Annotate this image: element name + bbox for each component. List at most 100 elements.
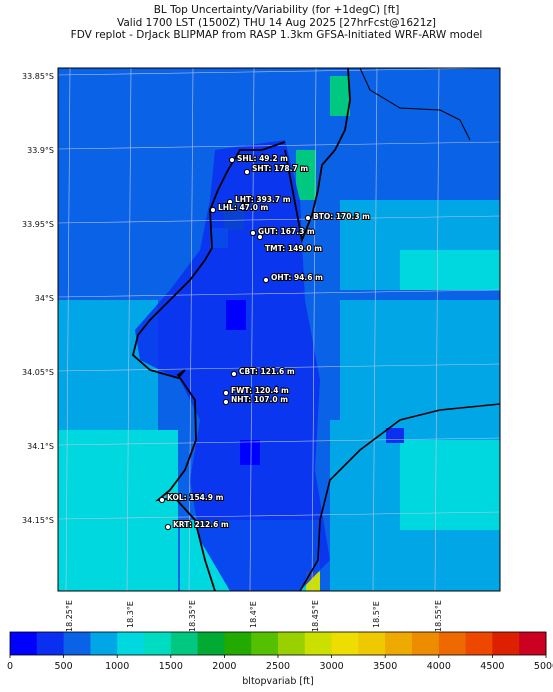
colorbar-swatch	[251, 632, 279, 655]
colorbar-swatch	[224, 632, 252, 655]
field-east-patch-1	[300, 120, 500, 180]
lon-tick-label: 18.35°E	[188, 600, 197, 632]
colorbar-swatch	[90, 632, 118, 655]
station-cbt[interactable]: CBT: 121.6 m	[230, 366, 296, 378]
colorbar-swatch	[358, 632, 386, 655]
station-kol[interactable]: KOL: 154.9 m	[158, 492, 225, 504]
station-marker	[226, 198, 234, 206]
station-tmt[interactable]: TMT: 149.0 m	[256, 233, 323, 254]
station-marker	[228, 156, 236, 164]
station-marker	[230, 370, 238, 378]
station-marker	[209, 206, 217, 214]
colorbar-swatch	[412, 632, 440, 655]
station-label: KRT: 212.6 m	[173, 520, 229, 529]
station-label: OHT: 94.6 m	[271, 273, 323, 282]
lon-tick-label: 18.25°E	[65, 600, 74, 632]
chart-title-block: BL Top Uncertainty/Variability (for +1de…	[0, 4, 553, 42]
colorbar-tick-label: 3000	[320, 661, 344, 672]
station-marker	[304, 214, 312, 222]
station-label: BTO: 170.3 m	[313, 212, 370, 221]
station-marker	[256, 233, 264, 241]
title-line-2: Valid 1700 LST (1500Z) THU 14 Aug 2025 […	[117, 16, 436, 29]
lat-ticks: 33.85°S 33.9°S 33.95°S 34°S 34.05°S 34.1…	[22, 72, 54, 525]
colorbar-tick-label: 500	[55, 661, 73, 672]
lat-tick-label: 33.95°S	[22, 220, 54, 229]
colorbar-swatch	[492, 632, 520, 655]
station-label: TMT: 149.0 m	[265, 244, 322, 253]
lon-tick-label: 18.45°E	[311, 600, 320, 632]
east-coastline	[359, 68, 471, 141]
station-oht[interactable]: OHT: 94.6 m	[262, 272, 324, 284]
station-lhl[interactable]: LHL: 47.0 m	[209, 202, 270, 214]
station-gut[interactable]: GUT: 167.3 m	[249, 226, 316, 237]
colorbar-swatch	[36, 632, 65, 655]
colorbar-tick-label: 4500	[480, 661, 504, 672]
colorbar-label: bltopvariab [ft]	[242, 676, 313, 687]
lat-tick-label: 34.15°S	[22, 516, 54, 525]
map-field	[58, 68, 500, 591]
station-sht[interactable]: SHT: 178.7 m	[243, 163, 309, 176]
station-fwt[interactable]: FWT: 120.4 m	[222, 385, 290, 397]
station-marker	[164, 523, 172, 531]
colorbar-tick-label: 2000	[212, 661, 236, 672]
lat-tick-label: 33.85°S	[22, 72, 54, 81]
station-label: LHT: 393.7 m	[235, 195, 291, 204]
station-label: LHL: 47.0 m	[218, 203, 269, 212]
station-marker	[243, 168, 251, 176]
colorbar-swatch	[278, 632, 306, 655]
station-nht[interactable]: NHT: 107.0 m	[222, 394, 289, 406]
station-label: FWT: 120.4 m	[231, 386, 289, 395]
colorbar-ticks: 0 500 1000 1500 2000 2500 3000 3500 4000 4500 5000…	[7, 655, 553, 672]
colorbar-swatch	[385, 632, 413, 655]
colorbar	[10, 632, 547, 655]
colorbar-swatch	[63, 632, 91, 655]
field-green-patch-2	[296, 150, 316, 200]
field-sw-ocean	[58, 430, 178, 591]
lon-tick-label: 18.4°E	[249, 601, 258, 628]
colorbar-swatch	[465, 632, 493, 655]
colorbar-swatch	[197, 632, 225, 655]
lon-tick-label: 18.3°E	[126, 601, 135, 628]
colorbar-tick-label: 2500	[266, 661, 290, 672]
stations: SHL: 49.2 m SHT: 178.7 m LHT: 393.7 m LH…	[158, 153, 371, 531]
boundary-line	[299, 403, 500, 591]
colorbar-swatch	[117, 632, 145, 655]
lat-tick-label: 34°S	[35, 294, 54, 303]
station-marker	[158, 496, 166, 504]
station-shl[interactable]: SHL: 49.2 m	[228, 153, 289, 164]
colorbar-tick-label: 5000	[534, 661, 553, 672]
colorbar-tick-label: 1000	[105, 661, 129, 672]
station-label: SHL: 49.2 m	[237, 154, 288, 163]
colorbar-swatch	[331, 632, 359, 655]
station-marker	[222, 398, 230, 406]
graticule	[58, 68, 500, 591]
colorbar-swatch	[519, 632, 547, 655]
colorbar-tick-label: 0	[7, 661, 13, 672]
station-lht[interactable]: LHT: 393.7 m	[226, 194, 292, 206]
station-marker	[262, 276, 270, 284]
map-frame	[57, 67, 501, 592]
field-deep-blue-1	[226, 300, 246, 330]
colorbar-swatch	[438, 632, 467, 655]
colorbar-tick-label: 1500	[159, 661, 183, 672]
station-label: CBT: 121.6 m	[239, 367, 295, 376]
colorbar-swatch	[144, 632, 172, 655]
lon-tick-label: 18.5°E	[372, 601, 381, 628]
station-krt[interactable]: KRT: 212.6 m	[164, 519, 230, 531]
field-peninsula-land	[135, 140, 330, 591]
station-marker	[222, 389, 230, 397]
colorbar-tick-label: 3500	[373, 661, 397, 672]
lon-tick-label: 18.55°E	[434, 600, 443, 632]
field-east-patch-4	[340, 300, 500, 420]
field-east-patch-7	[386, 428, 404, 443]
lat-tick-label: 34.05°S	[22, 368, 54, 377]
colorbar-tick-label: 4000	[427, 661, 451, 672]
station-bto[interactable]: BTO: 170.3 m	[304, 211, 371, 222]
lat-tick-label: 34.1°S	[27, 442, 54, 451]
colorbar-swatch	[304, 632, 333, 655]
lat-tick-label: 33.9°S	[27, 146, 54, 155]
lon-ticks: 18.25°E 18.3°E 18.35°E 18.4°E 18.45°E 18…	[65, 600, 443, 632]
station-label: SHT: 178.7 m	[252, 164, 308, 173]
title-line-3: FDV replot - DrJack BLIPMAP from RASP 1.…	[70, 29, 483, 41]
